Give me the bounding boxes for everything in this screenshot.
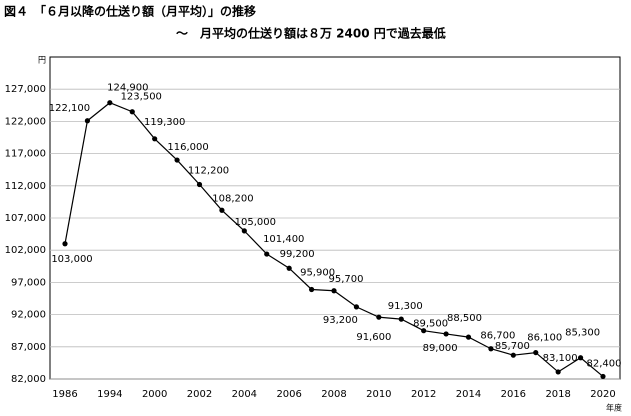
x-tick-label: 2006 [276,389,301,400]
x-tick-label: 2016 [501,389,526,400]
point [600,373,606,380]
x-tick-label: 1994 [97,389,122,400]
data-label: 86,700 [480,331,515,342]
point [555,369,561,375]
point [174,157,180,163]
y-tick-label: 127,000 [5,84,46,95]
x-tick-label: 1986 [52,389,77,400]
point [398,316,404,322]
data-label: 85,700 [495,341,530,352]
point [264,251,270,257]
x-tick-label: 2012 [411,389,436,400]
data-label: 91,600 [356,332,391,343]
x-tick-label: 2010 [366,389,391,400]
data-label: 95,700 [329,274,364,285]
line [64,102,604,377]
y-tick-label: 82,000 [11,374,46,385]
x-tick-label: 2014 [456,389,481,400]
data-label: 88,500 [447,313,482,324]
data-label: 85,300 [565,328,600,339]
data-label: 89,000 [423,343,458,354]
chart-title: 図４ 「６月以降の仕送り額（月平均）」の推移 [4,4,256,19]
x-tick-label: 2002 [187,389,212,400]
data-label: 95,900 [300,267,335,278]
data-label: 89,500 [413,319,448,330]
data-label: 123,500 [121,92,162,103]
point [308,286,315,293]
data-label: 82,400 [587,358,622,369]
x-tick-label: 2008 [321,389,346,400]
y-tick-label: 97,000 [11,277,46,288]
point [107,100,113,106]
point [376,314,382,320]
data-label: 112,200 [188,166,229,177]
point [219,207,225,213]
point [533,349,539,356]
x-axis-label: 年度 [606,403,622,413]
data-label: 93,200 [323,315,358,326]
point [353,304,360,310]
y-tick-label: 122,000 [5,116,46,127]
point [152,136,158,142]
x-tick-label: 2018 [545,389,570,400]
y-axis-label: 円 [38,56,46,65]
y-tick-label: 117,000 [5,149,46,160]
data-label: 83,100 [543,353,578,364]
data-label: 124,900 [107,83,148,94]
point [577,355,584,361]
point [62,241,68,247]
data-label: 103,000 [51,254,92,265]
point [443,331,449,337]
data-label: 105,000 [235,217,276,228]
data-label: 91,300 [388,301,423,312]
y-tick-label: 102,000 [5,245,46,256]
y-tick-label: 87,000 [11,342,46,353]
x-tick-label: 2020 [590,389,615,400]
y-tick-label: 107,000 [5,213,46,224]
point [196,181,203,188]
x-tick-label: 2004 [232,389,257,400]
x-tick-label: 2000 [142,389,167,400]
data-label: 86,100 [527,333,562,344]
y-tick-label: 92,000 [11,310,46,321]
data-label: 116,000 [167,142,208,153]
point [488,346,494,352]
point [421,328,427,334]
point [465,334,472,340]
chart-subtitle: ～ 月平均の仕送り額は８万 2400 円で過去最低 [176,26,446,41]
data-label: 101,400 [263,234,304,245]
point [129,109,135,115]
point [510,352,516,358]
data-label: 122,100 [49,103,90,114]
point [331,288,337,294]
data-label: 108,200 [212,193,253,204]
point [84,118,91,124]
y-tick-label: 112,000 [5,181,46,192]
data-label: 119,300 [144,117,185,128]
data-label: 99,200 [280,249,315,260]
point [286,265,292,271]
point [241,228,247,234]
